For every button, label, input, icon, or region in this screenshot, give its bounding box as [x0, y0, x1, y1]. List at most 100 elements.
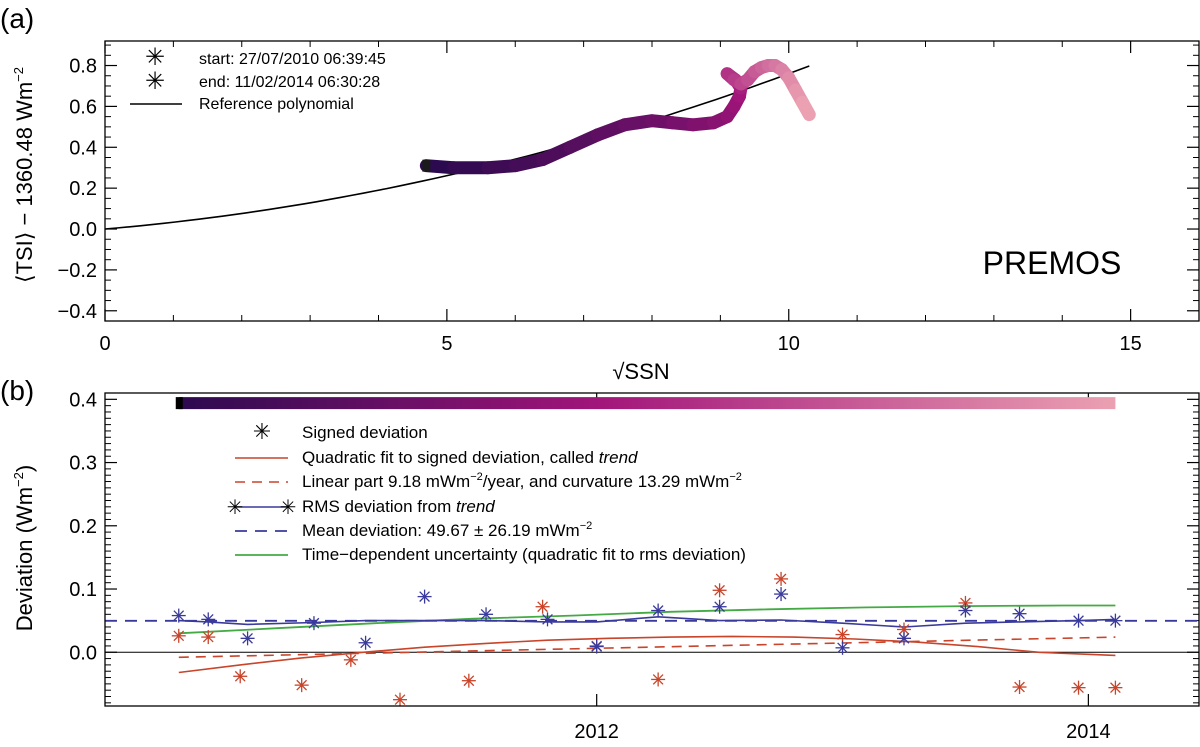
b-ytick-label: 0.0: [69, 642, 97, 664]
rms-deviation-point: [835, 640, 850, 655]
signed-deviation-point: [201, 630, 216, 645]
rms-deviation-point: [479, 607, 494, 622]
signed-deviation-point: [1071, 680, 1086, 695]
legend-mean-label-sup: −2: [580, 520, 593, 532]
rms-deviation-point: [1012, 606, 1027, 621]
a-xtick-label: 5: [441, 333, 452, 355]
a-xtick-label: 15: [1120, 333, 1142, 355]
signed-deviation-point: [1012, 680, 1027, 695]
legend-trend-label: Quadratic fit to signed deviation, calle…: [302, 448, 638, 467]
legend-linear-label: Linear part 9.18 mWm−2/year, and curvatu…: [302, 471, 742, 491]
panel-b-ytick-labels: 0.0 0.1 0.2 0.3 0.4: [69, 389, 97, 664]
legend-start-label: start: 27/07/2010 06:39:45: [199, 51, 386, 68]
rms-deviation-point: [306, 616, 321, 631]
legend-reference-label: Reference polynomial: [199, 96, 354, 113]
rms-deviation-point: [651, 603, 666, 618]
linear-part-line: [178, 636, 1116, 659]
rms-deviation-point: [540, 612, 555, 627]
signed-deviation-point: [535, 599, 550, 614]
legend-rms-label-text: RMS deviation from: [302, 497, 456, 516]
a-ytick-label: 0.8: [69, 56, 97, 78]
b-ytick-label: 0.4: [69, 389, 97, 411]
a-xtick-label: 10: [778, 333, 800, 355]
signed-deviation-point: [1108, 680, 1123, 695]
legend-linear-label-b: /year, and curvature 13.29 mWm: [483, 472, 730, 491]
rms-deviation-point: [1071, 613, 1086, 628]
panel-a-y-axis-label-main: ⟨TSI⟩ − 1360.48 Wm: [12, 82, 37, 283]
a-xtick-label: 0: [99, 333, 110, 355]
signed-deviation-point: [712, 583, 727, 598]
rms-deviation-point: [358, 635, 373, 650]
signed-deviation-point: [233, 669, 248, 684]
legend-mean-label-text: Mean deviation: 49.67 ± 26.19 mWm: [302, 521, 580, 540]
panel-b-y-axis-label-end: ): [12, 465, 37, 472]
panel-b-frame: [104, 392, 1200, 707]
rms-deviation-point: [774, 587, 789, 602]
rms-deviation-point: [201, 612, 216, 627]
rms-deviation-point: [417, 589, 432, 604]
rms-deviation-point: [171, 608, 186, 623]
signed-deviation-point: [835, 627, 850, 642]
panel-a-y-axis-label: ⟨TSI⟩ − 1360.48 Wm−2: [11, 67, 37, 283]
uncertainty-line: [178, 604, 1116, 635]
signed-deviation-point: [774, 571, 789, 586]
panel-a-xtick-labels: 0 5 10 15: [99, 333, 1141, 355]
rms-deviation-point: [1108, 613, 1123, 628]
b-ytick-label: 0.3: [69, 453, 97, 475]
legend-trend-label-text: Quadratic fit to signed deviation, calle…: [302, 448, 599, 467]
time-colorbar-start: [175, 397, 183, 410]
legend-rms-marker-left: ✳: [227, 497, 244, 519]
trend-line: [178, 635, 1116, 674]
signed-deviation-points: [171, 571, 1123, 706]
legend-rms-marker-right: ✳: [280, 497, 297, 519]
b-ytick-label: 0.2: [69, 516, 97, 538]
signed-deviation-point: [171, 628, 186, 643]
rms-deviation-point: [896, 631, 911, 646]
panel-a-legend: ✳ start: 27/07/2010 06:39:45 ✳ end: 11/0…: [130, 44, 386, 113]
tsi-track: [419, 59, 816, 175]
legend-rms-label-italic: trend: [456, 497, 495, 516]
legend-end-label: end: 11/02/2014 06:30:28: [199, 74, 380, 91]
signed-deviation-point: [896, 622, 911, 637]
panel-a-frame: [104, 40, 1200, 322]
rms-deviation-point: [958, 603, 973, 618]
rms-deviation-points: [171, 587, 1123, 655]
signed-deviation-point: [461, 673, 476, 688]
panel-a-x-axis-label: √SSN: [612, 359, 669, 384]
time-colorbar: [178, 397, 1116, 410]
b-ytick-label: 0.1: [69, 579, 97, 601]
panel-b-legend: ✳ Signed deviation Quadratic fit to sign…: [227, 419, 746, 564]
track-start-marker: [422, 159, 431, 172]
panel-b-y-axis-label-main: Deviation (Wm: [12, 487, 37, 631]
rms-deviation-point: [589, 639, 604, 654]
legend-mean-label: Mean deviation: 49.67 ± 26.19 mWm−2: [302, 520, 592, 540]
rms-deviation-line: [178, 615, 1116, 628]
a-ytick-label: 0.4: [69, 137, 97, 159]
a-ytick-label: 0.6: [69, 96, 97, 118]
legend-rms-label: RMS deviation from trend: [302, 497, 495, 516]
panel-b-plot: [105, 397, 1199, 706]
signed-deviation-point: [343, 652, 358, 667]
panel-b-y-axis-label-sup: −2: [11, 472, 26, 487]
signed-deviation-point: [294, 678, 309, 693]
a-ytick-label: 0.2: [69, 178, 97, 200]
legend-signed-label: Signed deviation: [302, 423, 428, 442]
legend-start-marker: ✳: [145, 44, 165, 71]
signed-deviation-point: [651, 672, 666, 687]
legend-end-marker: ✳: [145, 68, 165, 95]
a-ytick-label: −0.2: [58, 260, 97, 282]
rms-deviation-point: [712, 599, 727, 614]
panel-a-grid-ticks: [104, 41, 1200, 322]
panel-a-plot: [104, 59, 816, 230]
legend-linear-label-a: Linear part 9.18 mWm: [302, 472, 470, 491]
signed-deviation-point: [393, 692, 408, 706]
panel-a-y-axis-label-sup: −2: [11, 67, 26, 82]
legend-linear-label-sup1: −2: [470, 471, 483, 483]
panel-b-label: (b): [0, 375, 34, 406]
legend-trend-label-italic: trend: [599, 448, 638, 467]
a-ytick-label: 0.0: [69, 219, 97, 241]
a-ytick-label: −0.4: [58, 301, 97, 323]
legend-signed-marker: ✳: [253, 419, 271, 444]
premos-annotation: PREMOS: [983, 245, 1122, 281]
